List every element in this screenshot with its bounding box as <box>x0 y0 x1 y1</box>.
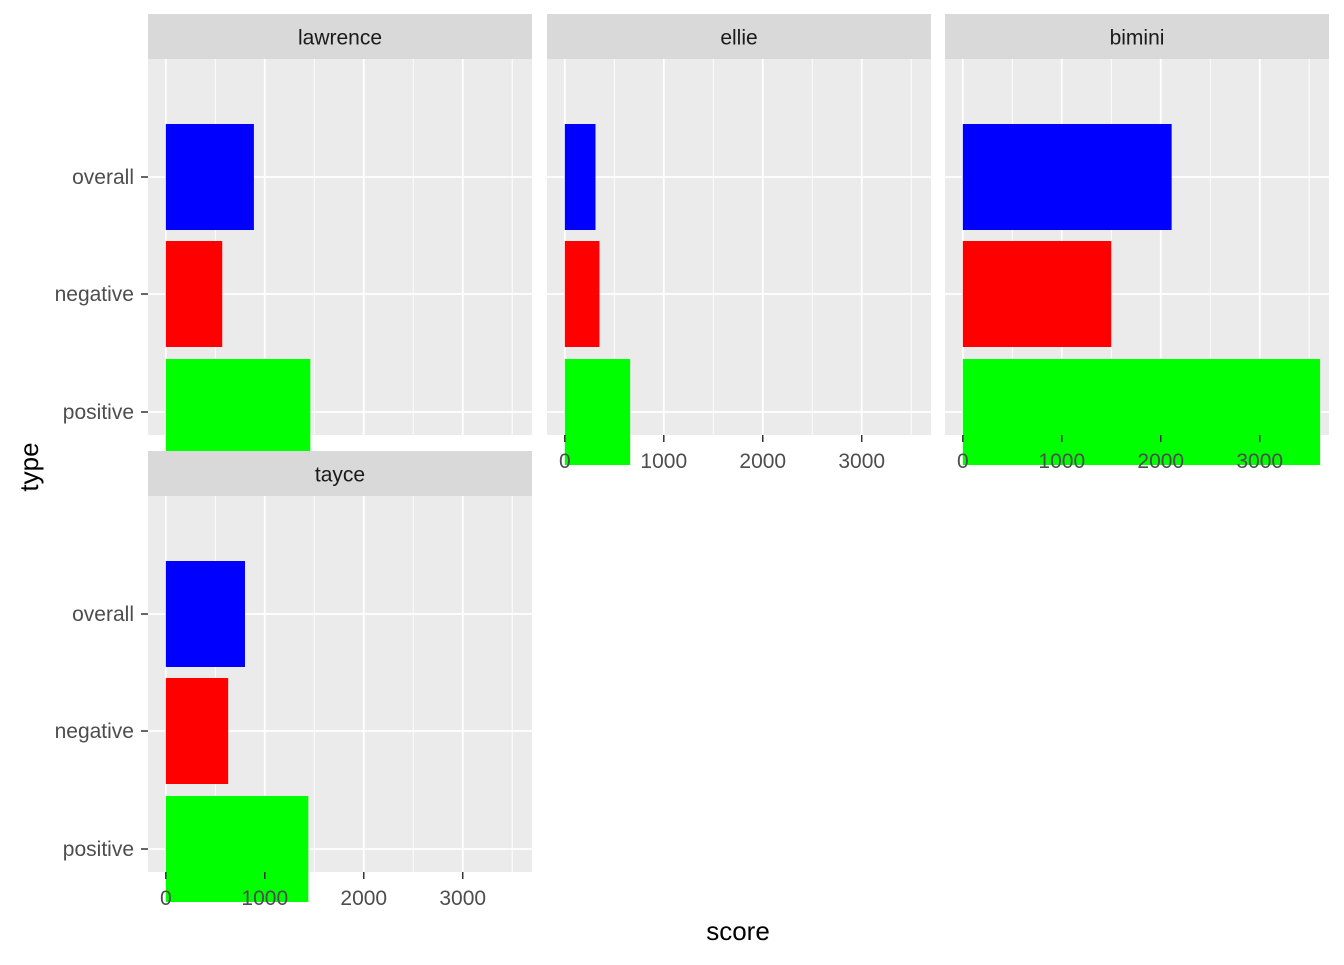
x-tick-label: 0 <box>559 450 571 473</box>
y-tick-label-overall: overall <box>72 603 134 626</box>
y-tick-label-overall: overall <box>72 166 134 189</box>
bar-tayce-overall <box>165 561 245 667</box>
facet-label-tayce: tayce <box>315 464 365 487</box>
bar-ellie-overall <box>564 124 596 230</box>
facet-label-ellie: ellie <box>720 27 757 50</box>
y-axis-title: type <box>14 442 44 491</box>
bar-lawrence-positive <box>165 359 311 465</box>
bar-tayce-positive <box>165 796 309 902</box>
x-axis-title: score <box>706 916 770 946</box>
bar-bimini-negative <box>962 241 1112 347</box>
y-tick-label-negative: negative <box>55 720 134 743</box>
bar-bimini-overall <box>962 124 1172 230</box>
bar-tayce-negative <box>165 678 229 784</box>
x-tick-label: 1000 <box>640 450 687 473</box>
y-tick-label-negative: negative <box>55 283 134 306</box>
x-tick-label: 1000 <box>1038 450 1085 473</box>
y-tick-label-positive: positive <box>63 838 134 861</box>
bar-ellie-negative <box>564 241 600 347</box>
y-tick-label-positive: positive <box>63 401 134 424</box>
bar-ellie-positive <box>564 359 631 465</box>
bar-lawrence-overall <box>165 124 254 230</box>
bar-lawrence-negative <box>165 241 223 347</box>
x-tick-label: 0 <box>957 450 969 473</box>
x-tick-label: 2000 <box>739 450 786 473</box>
x-tick-label: 3000 <box>838 450 885 473</box>
bar-bimini-positive <box>962 359 1321 465</box>
x-tick-label: 1000 <box>241 887 288 910</box>
facet-label-lawrence: lawrence <box>298 27 382 50</box>
facet-strip-bimini <box>945 14 1329 59</box>
facet-strip-lawrence <box>148 14 532 59</box>
x-tick-label: 3000 <box>439 887 486 910</box>
x-tick-label: 2000 <box>1137 450 1184 473</box>
facet-strip-tayce <box>148 451 532 496</box>
facet-strip-ellie <box>547 14 931 59</box>
x-tick-label: 3000 <box>1236 450 1283 473</box>
facet-label-bimini: bimini <box>1110 27 1165 50</box>
x-tick-label: 2000 <box>340 887 387 910</box>
x-tick-label: 0 <box>160 887 172 910</box>
